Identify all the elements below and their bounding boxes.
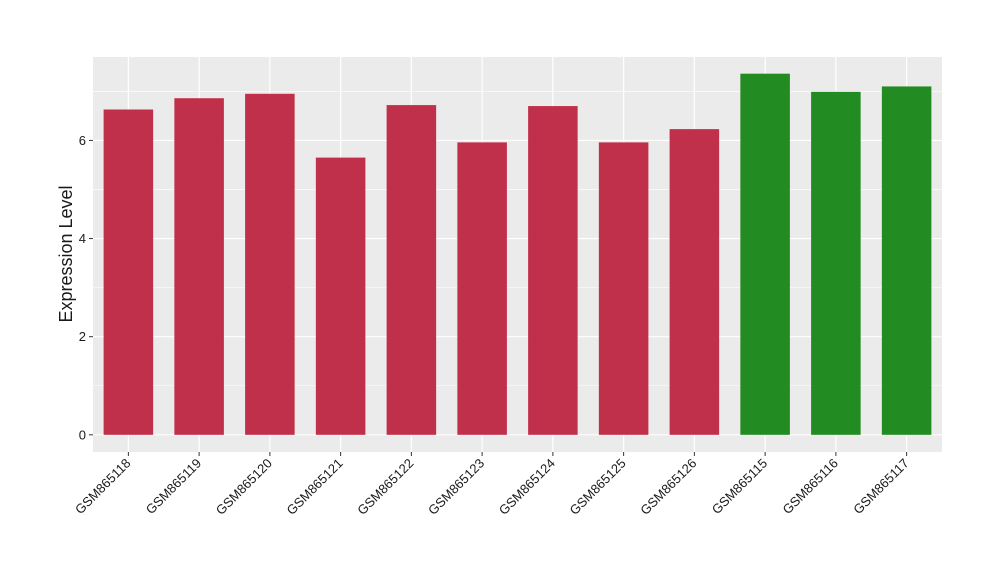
x-tick-label: GSM865123 <box>425 456 487 518</box>
y-tick-label: 6 <box>79 133 86 148</box>
bar <box>740 73 790 435</box>
bar <box>811 91 861 435</box>
y-axis-ticks: 0 2 4 6 <box>79 133 93 442</box>
x-tick-label: GSM865125 <box>567 456 629 518</box>
x-tick-label: GSM865122 <box>354 456 416 518</box>
x-tick-label: GSM865117 <box>850 456 912 518</box>
y-tick-label: 2 <box>79 329 86 344</box>
bar <box>457 142 507 435</box>
bar <box>669 129 720 435</box>
y-axis-label: Expression Level <box>56 185 76 322</box>
bar <box>103 109 154 435</box>
bar <box>881 86 932 435</box>
x-tick-label: GSM865124 <box>496 456 558 518</box>
y-tick-label: 4 <box>79 231 86 246</box>
minor-gridlines <box>93 91 942 387</box>
bar <box>245 93 295 435</box>
bar <box>386 105 437 435</box>
bars <box>103 73 932 435</box>
plot-panel <box>93 57 942 452</box>
x-tick-label: GSM865120 <box>213 456 275 518</box>
bar <box>315 157 366 435</box>
bar <box>598 142 649 435</box>
x-tick-label: GSM865126 <box>637 456 699 518</box>
x-axis-ticks: GSM865118 GSM865119 GSM865120 GSM865121 GSM8… <box>72 452 912 518</box>
x-tick-label: GSM865115 <box>709 456 771 518</box>
bar <box>174 98 224 435</box>
bar <box>528 106 578 435</box>
x-tick-label: GSM865118 <box>72 456 134 518</box>
y-tick-label: 0 <box>79 427 86 442</box>
x-tick-label: GSM865116 <box>779 456 841 518</box>
x-tick-label: GSM865121 <box>284 456 346 518</box>
x-tick-label: GSM865119 <box>143 456 205 518</box>
